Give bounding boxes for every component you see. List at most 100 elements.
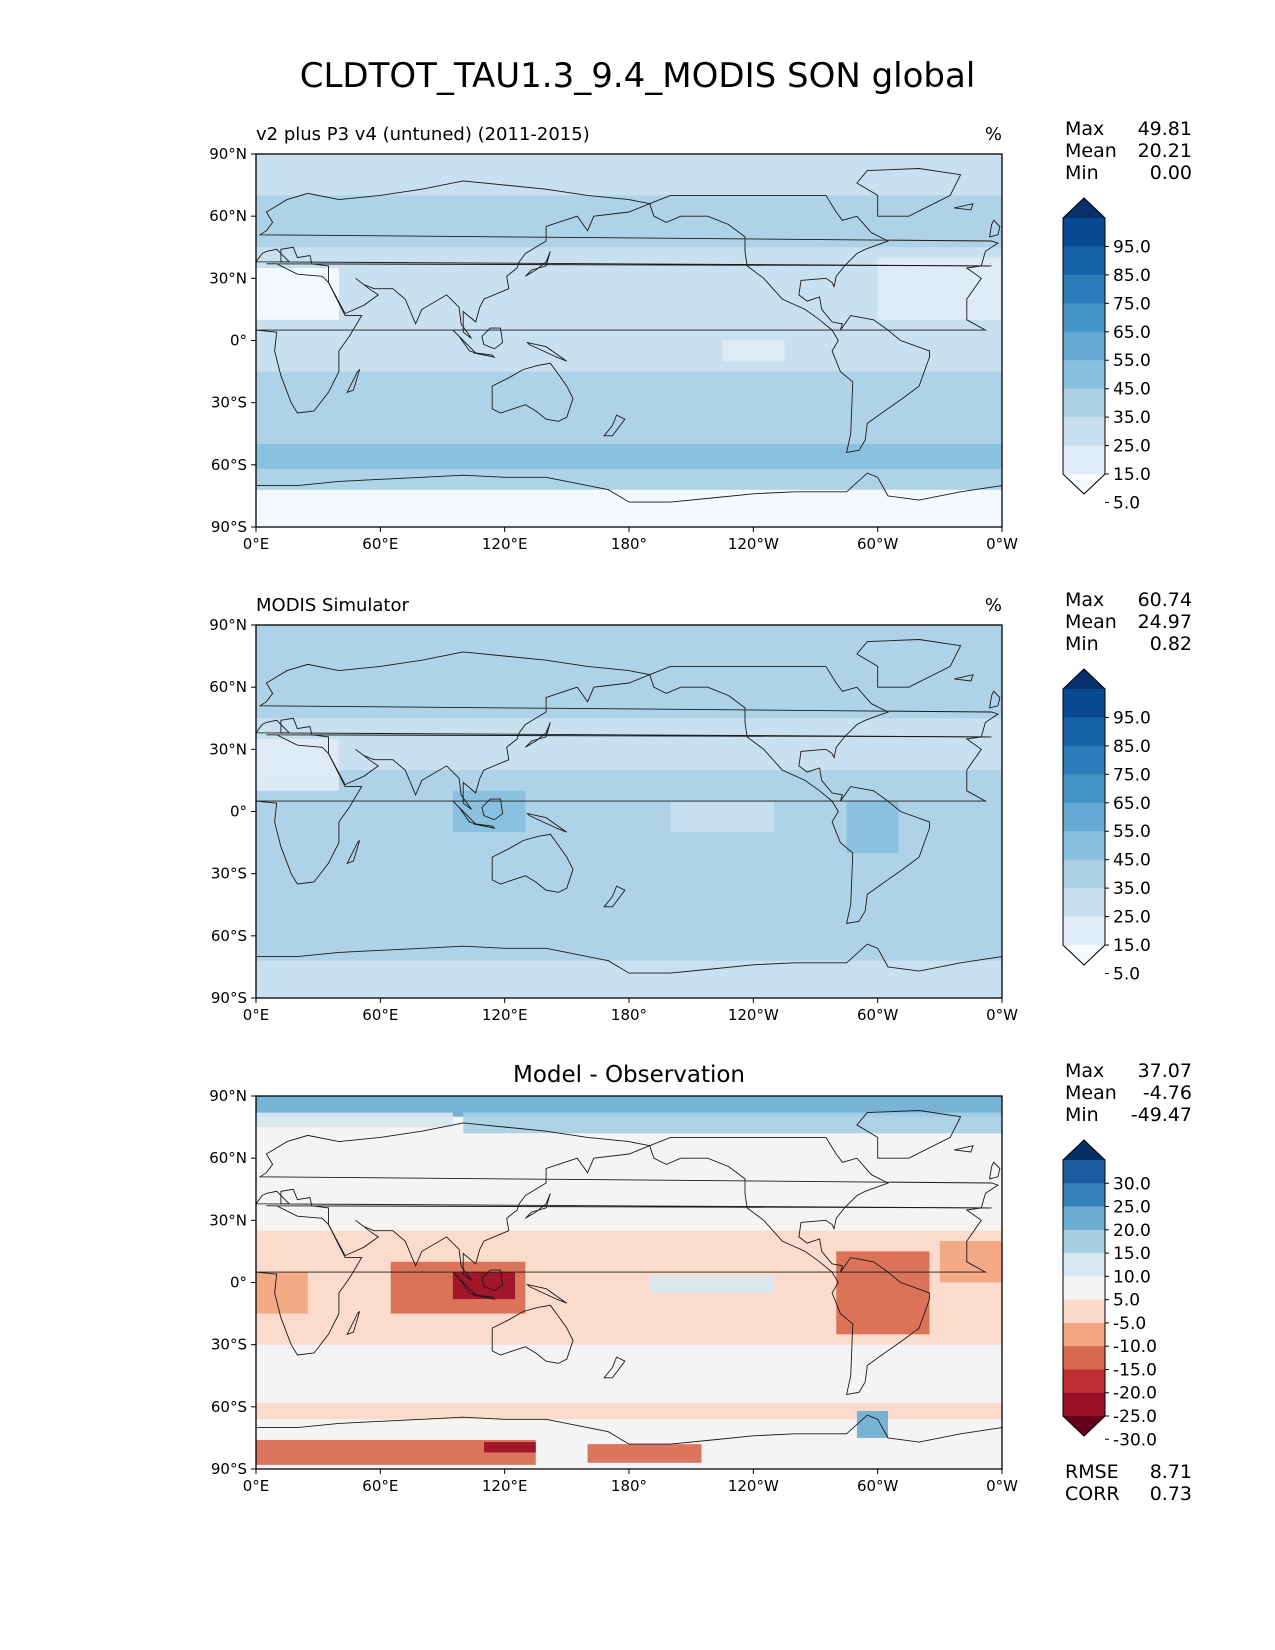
stat-label-min: Min <box>1065 633 1099 655</box>
colorbar-label: 5.0 <box>1113 493 1140 513</box>
stat-label-mean: Mean <box>1065 611 1117 633</box>
coastline-14 <box>954 1145 974 1153</box>
field-region-2 <box>256 444 1002 469</box>
field-region-6 <box>256 195 1002 248</box>
stat-label-min: Min <box>1065 162 1099 184</box>
y-tick-label: 30°S <box>211 865 247 883</box>
coastline-8 <box>481 798 504 821</box>
colorbar-label: 15.0 <box>1113 936 1151 956</box>
x-tick-label: 60°E <box>362 1477 398 1495</box>
coastline-7 <box>473 823 496 829</box>
colorbar-label: 5.0 <box>1113 964 1140 984</box>
colorbar-label: 20.0 <box>1113 1221 1151 1241</box>
x-tick-label: 120°W <box>728 1006 779 1024</box>
coastline-5 <box>256 1414 1002 1469</box>
stat-value-max: 49.81 <box>1137 118 1192 140</box>
colorbar-segment <box>1063 859 1105 889</box>
colorbar-segment <box>1063 1183 1105 1208</box>
field-region-7 <box>256 154 1002 196</box>
coastline-6 <box>452 329 477 354</box>
coastline-2 <box>491 833 574 893</box>
stat-value-mean: 20.21 <box>1137 140 1192 162</box>
y-tick-label: 60°S <box>211 927 247 945</box>
stat-label-corr: CORR <box>1065 1483 1120 1505</box>
stat-label-max: Max <box>1065 118 1105 140</box>
panel-title: Model - Observation <box>512 1062 746 1088</box>
colorbar-segment <box>1063 388 1105 418</box>
coastline-13 <box>346 1311 361 1336</box>
coastline-3 <box>649 665 930 924</box>
map-panel-diff: 0°E 60°E 120°E 180° 120°W 60°W 0°W 90°N 60°N 30°N… <box>209 1087 1157 1495</box>
stat-value-rmse: 8.71 <box>1149 1461 1192 1483</box>
colorbar-label: 10.0 <box>1113 1267 1151 1287</box>
colorbar-label: 95.0 <box>1113 237 1151 257</box>
coastline-9 <box>526 812 568 833</box>
coastline-3 <box>649 194 930 453</box>
colorbar-extend-min <box>1063 474 1105 494</box>
stat-label-min: Min <box>1065 1104 1099 1126</box>
x-tick-label: 120°W <box>728 535 779 553</box>
colorbar-label: -25.0 <box>1113 1407 1157 1427</box>
colorbar-segment <box>1063 274 1105 304</box>
colorbar-segment <box>1063 218 1105 247</box>
coastline-4 <box>856 168 962 217</box>
field-region-11 <box>256 1272 308 1314</box>
x-tick-label: 60°W <box>857 1006 899 1024</box>
coastline-9 <box>526 1283 568 1304</box>
colorbar-segment <box>1063 1346 1105 1370</box>
colorbar-label: 25.0 <box>1113 908 1151 928</box>
coastline-6 <box>452 1271 477 1296</box>
field-region-8 <box>587 1444 702 1463</box>
map-panel-ref: 0°E 60°E 120°E 180° 120°W 60°W 0°W 90°N 60°N 30°N… <box>209 616 1151 1024</box>
x-tick-label: 0°W <box>986 1006 1018 1024</box>
coastline-9 <box>526 341 568 362</box>
colorbar-label: 15.0 <box>1113 465 1151 485</box>
y-tick-label: 90°S <box>211 989 247 1007</box>
x-tick-label: 60°W <box>857 1477 899 1495</box>
coastline-10 <box>525 251 551 277</box>
colorbar-label: 65.0 <box>1113 794 1151 814</box>
stat-label-rmse: RMSE <box>1065 1461 1119 1483</box>
x-tick-label: 0°E <box>243 1006 270 1024</box>
colorbar-ref: 95.0 85.0 75.0 65.0 55.0 45.0 35.0 25.0 15.0 5.0 <box>1062 668 1151 984</box>
colorbar-segment <box>1063 1299 1105 1324</box>
y-tick-label: 60°S <box>211 1398 247 1416</box>
field-region-9 <box>256 738 339 791</box>
y-tick-label: 30°N <box>209 1211 247 1229</box>
panel-title: MODIS Simulator <box>256 595 409 616</box>
x-tick-label: 60°E <box>362 535 398 553</box>
field-region-9 <box>722 340 785 362</box>
colorbar-label: 75.0 <box>1113 765 1151 785</box>
field-region-10 <box>877 257 1002 320</box>
y-tick-label: 90°N <box>209 616 247 634</box>
colorbar-segment <box>1063 445 1105 475</box>
coastlines <box>256 168 1002 527</box>
field-test <box>256 154 1002 527</box>
colorbar-label: 65.0 <box>1113 323 1151 343</box>
y-tick-label: 60°N <box>209 678 247 696</box>
colorbar-segment <box>1063 417 1105 447</box>
coastline-2 <box>491 1304 574 1364</box>
stat-value-max: 37.07 <box>1137 1060 1192 1082</box>
colorbar-label: 45.0 <box>1113 380 1151 400</box>
coastline-0 <box>256 734 992 885</box>
x-tick-label: 0°E <box>243 535 270 553</box>
coastlines <box>256 639 1002 998</box>
y-tick-label: 60°N <box>209 207 247 225</box>
colorbar-segment <box>1063 888 1105 918</box>
colorbar-label: 45.0 <box>1113 851 1151 871</box>
field-region-5 <box>256 625 1002 719</box>
field-region-7 <box>483 1442 536 1453</box>
field-region-3 <box>256 1096 1002 1117</box>
x-tick-label: 0°W <box>986 535 1018 553</box>
colorbar-segment <box>1063 689 1105 718</box>
y-tick-label: 30°S <box>211 1336 247 1354</box>
y-tick-label: 0° <box>230 803 247 821</box>
coastline-1 <box>256 651 999 810</box>
colorbar-label: 35.0 <box>1113 408 1151 428</box>
stat-value-mean: -4.76 <box>1142 1082 1192 1104</box>
colorbar-label: -15.0 <box>1113 1360 1157 1380</box>
coastline-0 <box>256 1205 992 1356</box>
coastline-1 <box>256 180 999 339</box>
